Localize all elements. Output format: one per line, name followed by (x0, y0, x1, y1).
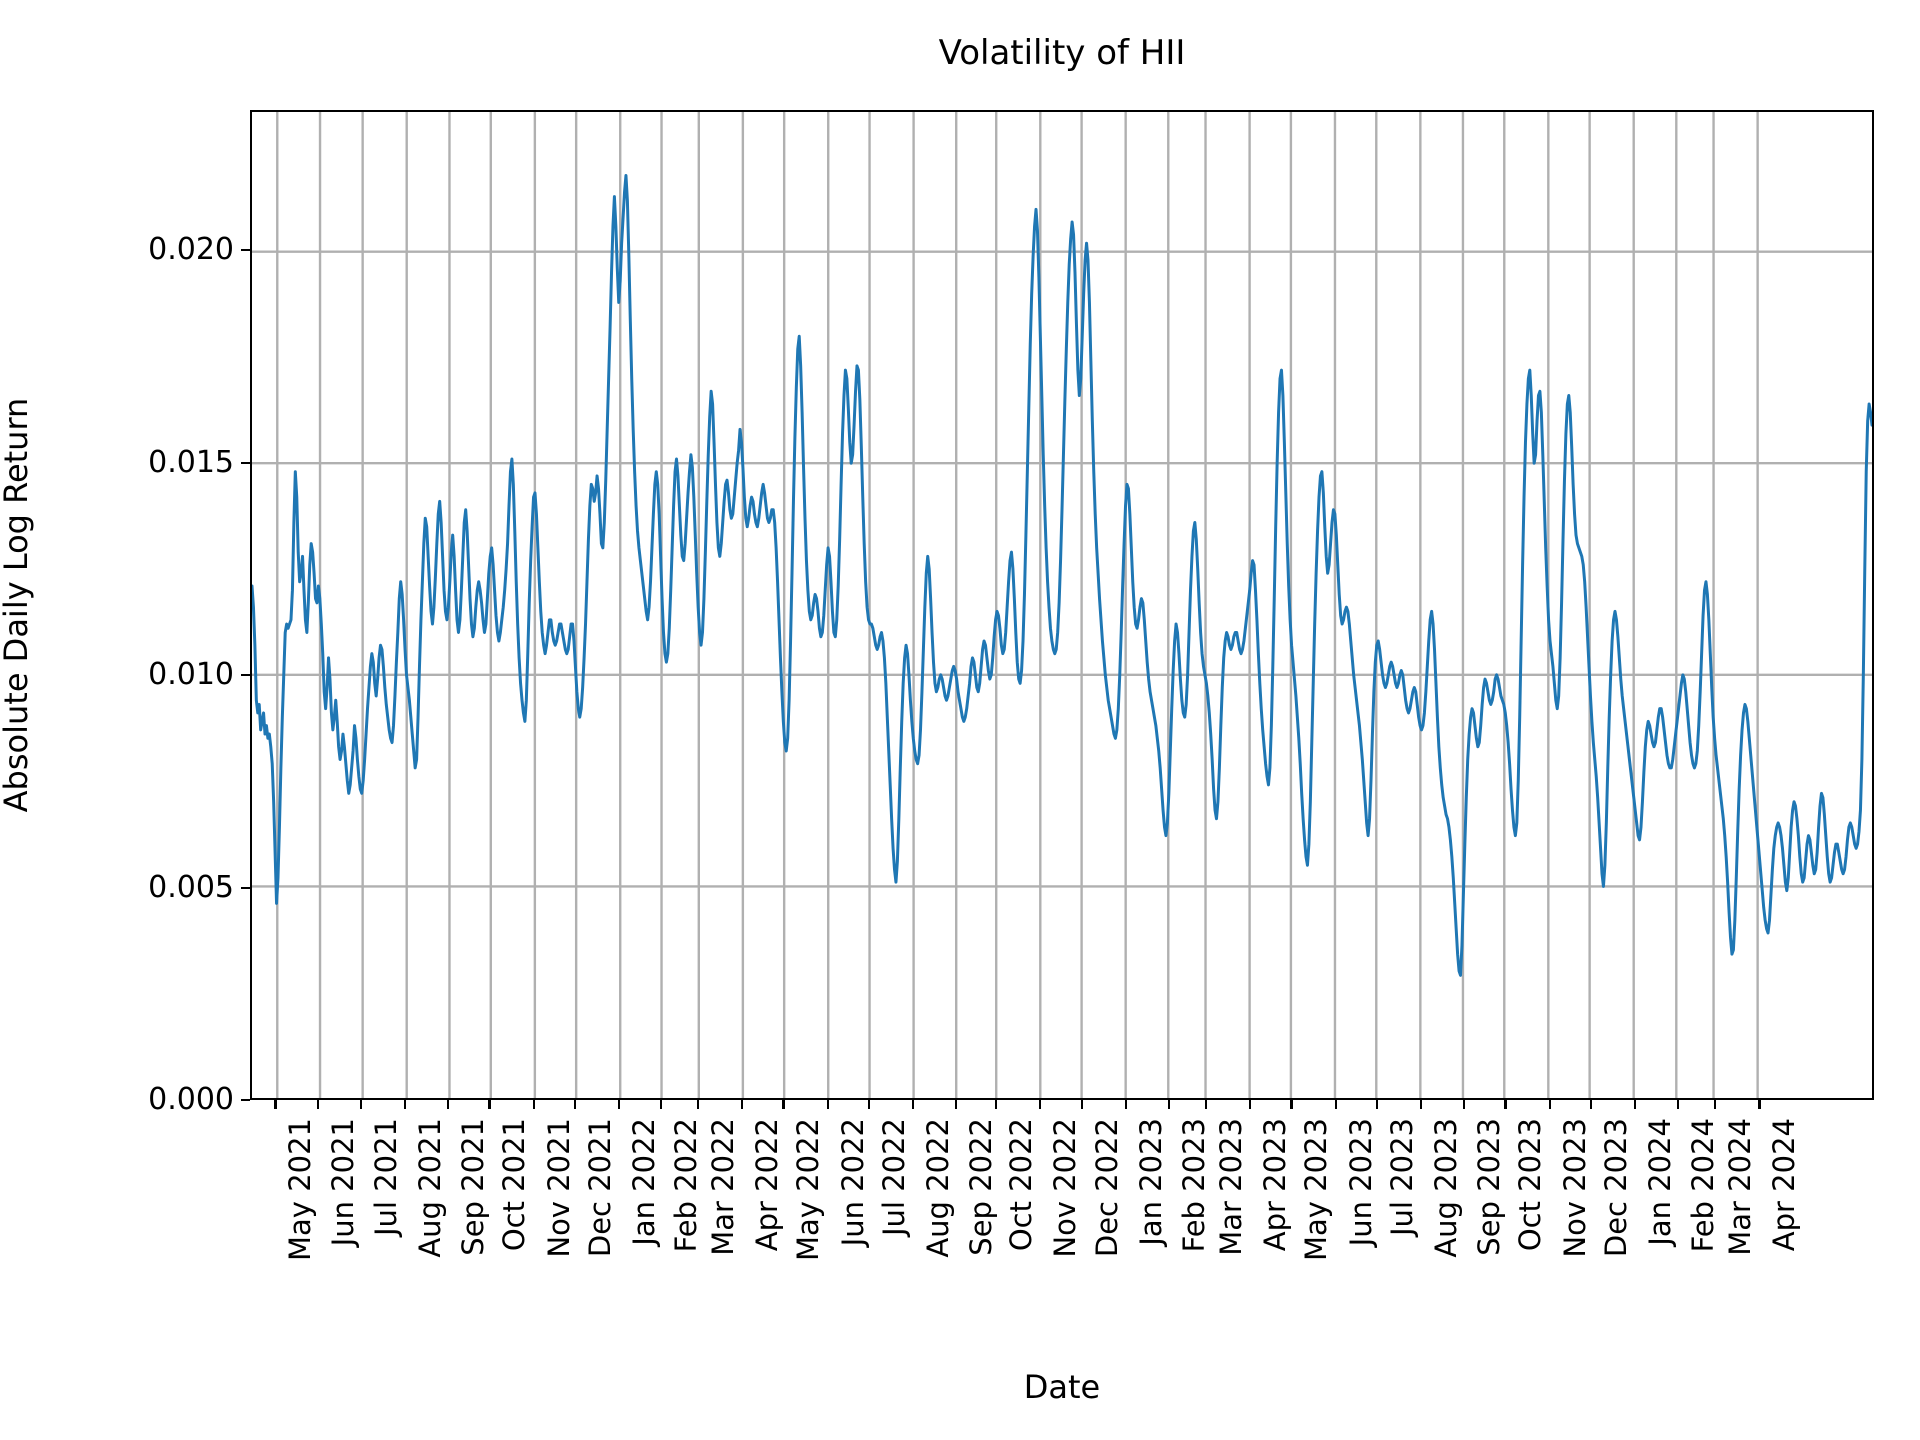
x-tick-mark (359, 1100, 363, 1109)
y-tick-label: 0.010 (148, 657, 234, 693)
x-tick-mark (488, 1100, 491, 1109)
x-tick-mark (1290, 1100, 1293, 1109)
x-tick-label: Apr 2023 (1258, 1118, 1293, 1252)
x-tick-label: Mar 2023 (1213, 1118, 1248, 1256)
x-axis-label: Date (1023, 1368, 1101, 1406)
x-tick-label: Jul 2023 (1385, 1118, 1420, 1237)
x-tick-mark (1167, 1100, 1170, 1109)
x-tick-mark (446, 1100, 450, 1109)
x-tick-mark (1634, 1100, 1637, 1109)
x-tick-label: Feb 2022 (668, 1118, 703, 1253)
x-tick-mark (1758, 1100, 1761, 1109)
x-tick-mark (532, 1100, 535, 1109)
x-tick-label: Sep 2023 (1471, 1118, 1506, 1256)
x-tick-label: Apr 2024 (1767, 1118, 1802, 1252)
y-tick-mark (241, 1099, 250, 1102)
x-tick-label: Jul 2021 (368, 1118, 403, 1237)
x-tick-mark (868, 1100, 871, 1109)
x-tick-mark (1714, 1100, 1717, 1109)
x-tick-label: Oct 2023 (1513, 1118, 1548, 1252)
x-tick-label: Jan 2022 (627, 1118, 662, 1246)
x-tick-label: Feb 2024 (1685, 1118, 1720, 1253)
x-tick-mark (1462, 1100, 1466, 1109)
x-tick-label: Oct 2022 (1004, 1118, 1039, 1252)
chart-title: Volatility of HII (938, 33, 1186, 73)
x-tick-label: Feb 2023 (1176, 1118, 1211, 1253)
x-tick-label: Aug 2023 (1429, 1118, 1464, 1258)
y-tick-mark (241, 249, 250, 252)
x-tick-mark (782, 1100, 785, 1109)
x-tick-label: Nov 2022 (1048, 1118, 1083, 1258)
x-tick-label: May 2022 (791, 1118, 826, 1261)
x-tick-label: Dec 2023 (1598, 1118, 1633, 1258)
x-tick-mark (1334, 1100, 1337, 1109)
x-tick-label: Aug 2021 (413, 1118, 448, 1258)
x-tick-mark (1204, 1100, 1208, 1109)
x-tick-label: Sep 2021 (455, 1118, 490, 1256)
x-tick-mark (1080, 1100, 1083, 1109)
x-tick-label: Jun 2023 (1343, 1118, 1378, 1247)
x-tick-mark (1124, 1100, 1127, 1109)
x-tick-mark (1548, 1100, 1551, 1109)
x-tick-label: Oct 2021 (497, 1118, 532, 1252)
x-tick-mark (404, 1100, 407, 1109)
volatility-series-line (252, 173, 1872, 977)
x-tick-mark (274, 1100, 277, 1109)
y-tick-mark (241, 886, 250, 889)
x-tick-label: Sep 2022 (963, 1118, 998, 1256)
x-tick-label: Nov 2021 (541, 1118, 576, 1258)
x-tick-mark (954, 1100, 958, 1109)
x-tick-mark (696, 1100, 700, 1109)
x-tick-mark (995, 1100, 998, 1109)
x-tick-mark (317, 1100, 320, 1109)
vertical-gridlines (276, 112, 1759, 1098)
x-tick-label: Jan 2024 (1643, 1118, 1678, 1246)
x-tick-mark (1676, 1100, 1679, 1109)
x-tick-label: Jul 2022 (877, 1118, 912, 1237)
x-tick-mark (1039, 1100, 1042, 1109)
y-tick-label: 0.015 (148, 444, 234, 480)
horizontal-gridlines (252, 250, 1872, 888)
x-tick-label: Dec 2021 (582, 1118, 617, 1258)
x-tick-mark (573, 1100, 577, 1109)
chart-svg (252, 112, 1872, 1098)
x-tick-label: Mar 2022 (705, 1118, 740, 1256)
x-tick-mark (1249, 1100, 1252, 1109)
x-tick-mark (618, 1100, 621, 1109)
y-tick-mark (241, 674, 250, 677)
x-tick-label: Jun 2022 (835, 1118, 870, 1247)
x-tick-label: Nov 2023 (1557, 1118, 1592, 1258)
x-tick-label: May 2023 (1299, 1118, 1334, 1261)
y-tick-label: 0.020 (148, 232, 234, 268)
x-tick-mark (741, 1100, 744, 1109)
x-tick-label: Jan 2023 (1133, 1118, 1168, 1246)
y-tick-mark (241, 461, 250, 464)
x-tick-label: Dec 2022 (1089, 1118, 1124, 1258)
x-tick-label: Jun 2021 (326, 1118, 361, 1247)
x-tick-label: May 2021 (283, 1118, 318, 1261)
x-tick-label: Mar 2024 (1723, 1118, 1758, 1256)
x-tick-mark (912, 1100, 915, 1109)
x-tick-mark (826, 1100, 829, 1109)
y-tick-label: 0.005 (148, 869, 234, 905)
x-tick-mark (1589, 1100, 1593, 1109)
x-tick-mark (659, 1100, 662, 1109)
plot-area (250, 110, 1874, 1100)
x-tick-mark (1376, 1100, 1379, 1109)
y-axis-label: Absolute Daily Log Return (0, 397, 35, 813)
x-tick-mark (1504, 1100, 1507, 1109)
x-tick-label: Aug 2022 (921, 1118, 956, 1258)
x-tick-mark (1420, 1100, 1423, 1109)
x-tick-label: Apr 2022 (750, 1118, 785, 1252)
y-tick-label: 0.000 (148, 1082, 234, 1117)
